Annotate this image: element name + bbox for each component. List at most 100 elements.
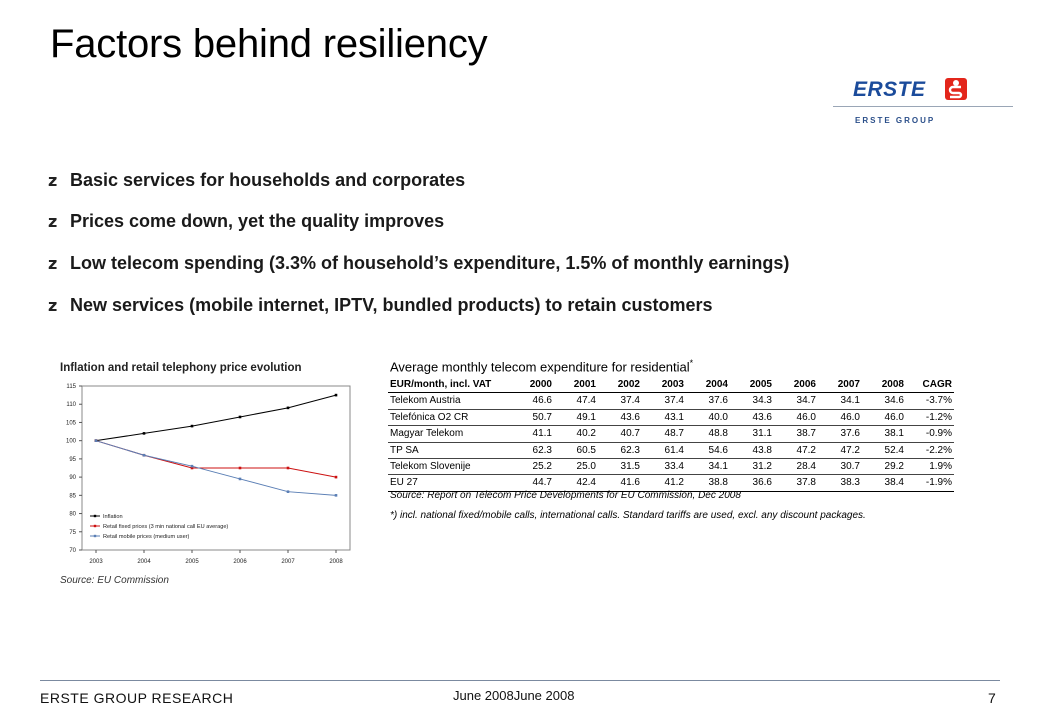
table-row: EU 27 44.7 42.4 41.6 41.2 38.8 36.6 37.8 38.3 38.… [388,474,954,492]
bullet-marker-icon: z [48,254,58,273]
table-cell: 43.6 [598,409,642,427]
table-cell: 37.4 [642,392,686,410]
table-cell: 25.0 [554,458,598,476]
table-cell: 31.1 [730,425,774,443]
table-cell: -3.7% [906,392,954,410]
table-cell: 40.0 [686,409,730,427]
table-cell: 41.2 [642,474,686,492]
table-cell: 38.4 [862,474,906,492]
table-row: TP SA 62.3 60.5 62.3 61.4 54.6 43.8 47.2 47.2 52.… [388,442,954,460]
table-cell: 37.6 [818,425,862,443]
table-header-cell: 2006 [774,377,818,394]
table-cell: 30.7 [818,458,862,476]
table-row: Telefónica O2 CR 50.7 49.1 43.6 43.1 40.0 43.6… [388,409,954,427]
table-cell: Magyar Telekom [388,425,510,443]
series-line [95,440,337,496]
x-tick-label: 2005 [185,559,199,565]
data-point [142,453,146,457]
erste-group-logo: ERSTE ERSTE GROUP [833,72,1013,132]
y-tick-label: 110 [66,402,76,408]
table-cell: 38.8 [686,474,730,492]
table-cell: 43.6 [730,409,774,427]
bullet-marker-icon: z [48,296,58,315]
x-tick-label: 2006 [233,559,247,565]
table-cell: 33.4 [642,458,686,476]
table-cell: 46.0 [818,409,862,427]
table-cell: 1.9% [906,458,954,476]
x-tick-label: 2007 [281,559,295,565]
table-cell: 47.2 [818,442,862,460]
table-cell: 46.0 [774,409,818,427]
table-header-cell: 2005 [730,377,774,394]
table-row: Telekom Austria 46.6 47.4 37.4 37.4 37.6 34.3 3… [388,392,954,410]
bullet-item: z New services (mobile internet, IPTV, bu… [48,295,713,315]
table-cell: -1.2% [906,409,954,427]
table-cell: 29.2 [862,458,906,476]
table-cell: 46.0 [862,409,906,427]
table-header-cell: 2007 [818,377,862,394]
data-point [334,494,338,497]
table-cell: Telekom Slovenije [388,458,510,476]
table-header-cell: 2008 [862,377,906,394]
expenditure-table: EUR/month, incl. VAT 2000 2001 2002 2003 2004… [388,377,954,492]
table-cell: 43.8 [730,442,774,460]
table-cell: EU 27 [388,474,510,492]
data-point [334,475,338,479]
data-point [190,424,194,428]
bullet-marker-icon: z [48,171,58,190]
table-cell: 38.7 [774,425,818,443]
table-cell: TP SA [388,442,510,460]
table-cell: 62.3 [510,442,554,460]
table-cell: 34.1 [686,458,730,476]
y-tick-label: 115 [66,384,76,390]
footer-divider [40,680,1000,681]
table-header-cell: 2003 [642,377,686,394]
table-header-cell: 2004 [686,377,730,394]
table-header-cell: CAGR [906,377,954,394]
y-tick-label: 100 [66,439,77,445]
table-cell: 52.4 [862,442,906,460]
legend-marker [93,524,97,528]
logo-group-label: ERSTE GROUP [855,116,936,125]
table-cell: 50.7 [510,409,554,427]
table-cell: 60.5 [554,442,598,460]
table-source: Source: Report on Telecom Price Developm… [390,490,741,501]
bullet-item: z Prices come down, yet the quality impro… [48,211,445,231]
table-cell: 34.3 [730,392,774,410]
table-cell: 47.4 [554,392,598,410]
table-cell: 38.1 [862,425,906,443]
legend-label: Retail mobile prices (medium user) [103,534,190,540]
table-cell: Telefónica O2 CR [388,409,510,427]
series-line [95,394,337,442]
table-cell: 37.8 [774,474,818,492]
price-evolution-chart: 115 110 105 100 95 90 85 80 75 70 2003 2004 2005 2006… [58,380,352,572]
y-tick-label: 75 [69,530,76,536]
table-cell: Telekom Austria [388,392,510,410]
y-tick-label: 90 [69,475,76,481]
data-point [238,466,242,470]
data-point [142,432,146,435]
x-tick-label: 2008 [329,559,343,565]
logo-wordmark: ERSTE [853,78,926,101]
table-cell: 36.6 [730,474,774,492]
data-point [334,393,338,397]
data-point [190,466,194,470]
logo-divider [833,106,1013,107]
data-point [286,466,290,470]
table-cell: 47.2 [774,442,818,460]
table-cell: 42.4 [554,474,598,492]
table-header-row: EUR/month, incl. VAT 2000 2001 2002 2003 2004… [388,377,954,394]
y-tick-label: 95 [69,457,76,463]
table-cell: 40.2 [554,425,598,443]
legend-label: Inflation [103,514,123,520]
table-cell: 40.7 [598,425,642,443]
footer-company: ERSTE GROUP RESEARCH [40,690,234,706]
table-cell: 61.4 [642,442,686,460]
y-tick-label: 105 [66,420,77,426]
table-cell: 44.7 [510,474,554,492]
chart-source: Source: EU Commission [60,575,169,586]
table-cell: 49.1 [554,409,598,427]
table-header-cell: 2000 [510,377,554,394]
y-tick-label: 70 [69,548,76,554]
x-tick-label: 2004 [137,559,151,565]
